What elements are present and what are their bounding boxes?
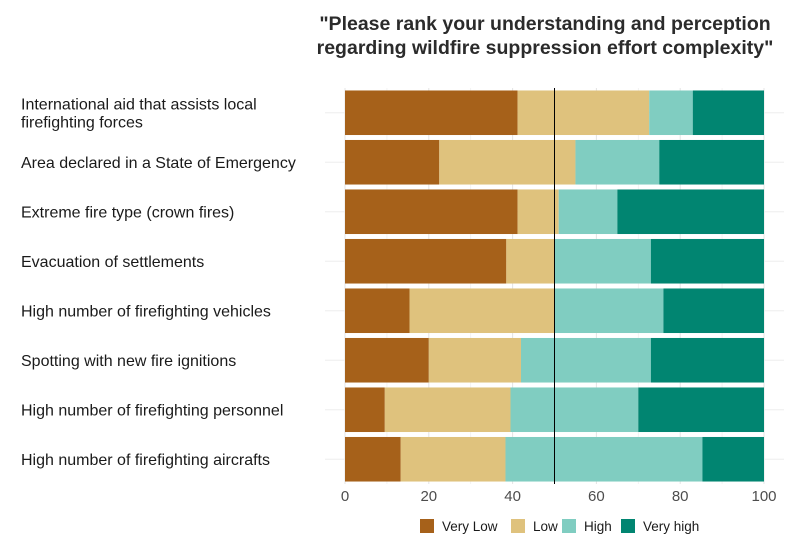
bar-segment-high [554,288,664,334]
bar-segment-high [575,139,660,185]
bar-segment-low [384,387,511,433]
bar-segment-low [439,139,576,185]
legend-label: Low [533,519,558,534]
bar-segment-low [400,436,506,482]
bar-segment-very-high [638,387,764,433]
x-tick-label: 20 [420,488,437,505]
bar-segment-very-low [345,139,440,185]
bar-segment-very-low [345,238,507,284]
category-label: High number of firefighting aircrafts [21,452,270,469]
bar-segment-low [409,288,555,334]
bar-segment-very-high [650,238,764,284]
bar-segment-high [505,436,703,482]
chart-title-line-1: "Please rank your understanding and perc… [319,13,770,35]
bar-segment-very-low [345,387,385,433]
legend-label: Very Low [442,519,498,534]
legend-label: High [584,519,612,534]
bar-segment-very-low [345,90,518,136]
bar-segment-very-high [663,288,764,334]
bar-segment-high [554,238,651,284]
category-label: firefighting forces [21,114,143,131]
bar-segment-very-high [692,90,764,136]
legend-swatch [511,519,525,533]
x-tick-label: 0 [341,488,349,505]
chart-title-line-2: regarding wildfire suppression effort co… [317,37,774,59]
bar-segment-very-high [659,139,764,185]
bar-segment-low [517,189,559,235]
category-label: Spotting with new fire ignitions [21,353,236,370]
category-labels: International aid that assists localfire… [21,96,296,469]
bar-segment-very-low [345,436,401,482]
x-tick-label: 40 [504,488,521,505]
bars [345,90,764,482]
legend-label: Very high [643,519,699,534]
legend: Very Low Low High Very high [420,519,699,534]
category-label: Area declared in a State of Emergency [21,155,296,172]
x-tick-label: 100 [751,488,776,505]
bar-segment-high [510,387,639,433]
bar-segment-low [517,90,650,136]
category-label: International aid that assists local [21,96,257,113]
legend-swatch [621,519,635,533]
chart-title: "Please rank your understanding and perc… [317,13,774,59]
bar-segment-very-high [702,436,764,482]
bar-segment-high [520,337,651,383]
bar-segment-very-high [617,189,764,235]
bar-segment-very-low [345,337,429,383]
bar-segment-very-low [345,288,410,334]
category-label: Extreme fire type (crown fires) [21,204,234,221]
bar-segment-very-high [650,337,764,383]
x-tick-label: 60 [588,488,605,505]
bar-segment-high [649,90,693,136]
bar-segment-high [558,189,618,235]
category-label: Evacuation of settlements [21,254,204,271]
bar-segment-low [506,238,555,284]
category-label: High number of firefighting personnel [21,402,283,419]
bar-segment-very-low [345,189,518,235]
legend-swatch [562,519,576,533]
legend-swatch [420,519,434,533]
x-axis-tick-labels: 0 20 40 60 80 100 [341,488,777,505]
bar-segment-low [428,337,521,383]
category-label: High number of firefighting vehicles [21,303,271,320]
x-tick-label: 80 [672,488,689,505]
